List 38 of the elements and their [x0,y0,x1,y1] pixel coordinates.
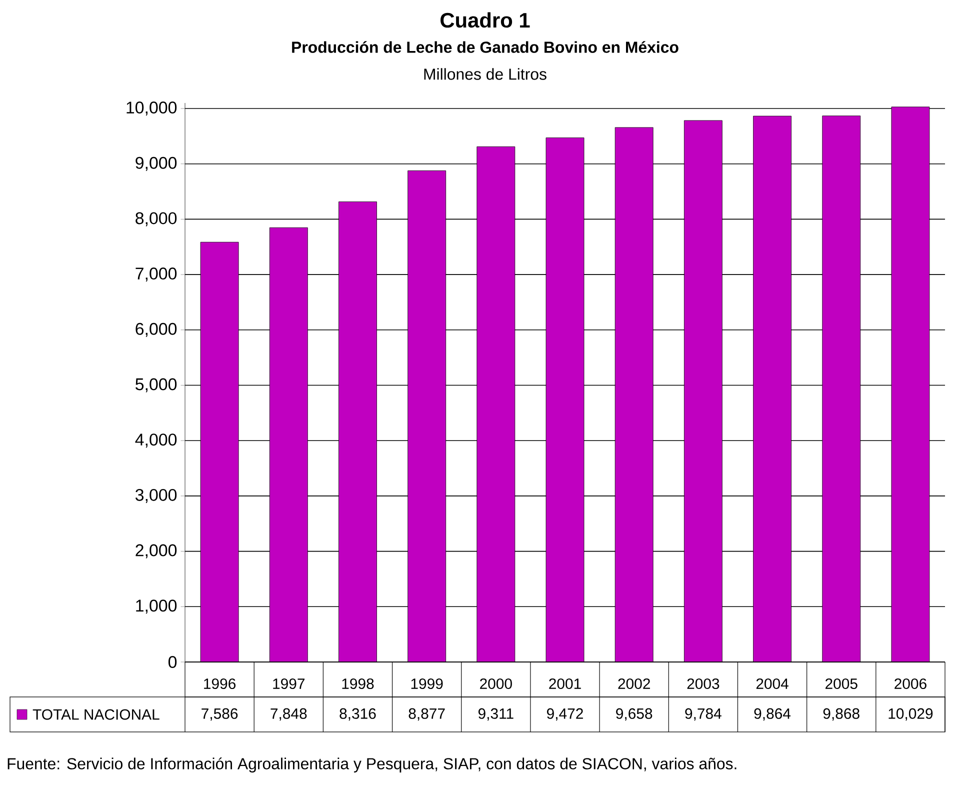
x-tick-label: 2005 [826,678,858,690]
data-label: 9,868 [823,708,860,721]
x-tick-label: 1998 [342,678,374,690]
data-label: 7,848 [270,708,307,721]
x-tick-label: 2002 [618,678,650,690]
y-tick-label: 2,000 [136,544,177,558]
x-tick-label: 2001 [549,678,581,690]
x-tick-label: 2000 [480,678,512,690]
text: Millones de Litros [424,68,546,80]
y-tick-label: 1,000 [136,600,177,614]
y-tick-label: 6,000 [136,322,177,337]
x-tick-label: 1999 [411,678,443,690]
x-tick-label: 2006 [894,678,926,690]
y-tick-label: 7,000 [136,268,177,282]
x-tick-label: 2004 [756,678,788,690]
chart-subtitle: Producción de Leche de Ganado Bovino en México [292,41,678,53]
y-tick-label: 8,000 [136,212,177,226]
data-label: 7,586 [202,708,238,721]
y-tick-label: 10,000 [126,102,177,116]
y-tick-label: 0 [168,656,177,668]
source-note: Fuente: Servicio de Información Agroalimentaria y Pesquera, SIAP, con datos de SIACON, varios años. [8,757,736,773]
data-label: 8,316 [340,708,376,721]
y-tick-label: 5,000 [136,378,177,392]
x-tick-label: 1996 [204,678,236,690]
data-label: 8,877 [408,708,445,721]
data-label: 9,864 [754,708,791,721]
chart-title: Cuadro 1 [440,12,530,28]
y-tick-label: 4,000 [135,434,177,448]
data-label: 9,658 [616,708,652,721]
y-tick-label: 9,000 [136,156,177,171]
legend-label: TOTAL NACIONAL [32,709,160,720]
data-label: 9,472 [547,708,583,721]
data-label: 10,029 [888,708,933,721]
x-tick-label: 2003 [687,678,720,690]
data-label: 9,784 [685,708,722,721]
data-label: 9,311 [478,708,514,721]
y-tick-label: 3,000 [136,488,177,503]
x-tick-label: 1997 [273,678,305,690]
